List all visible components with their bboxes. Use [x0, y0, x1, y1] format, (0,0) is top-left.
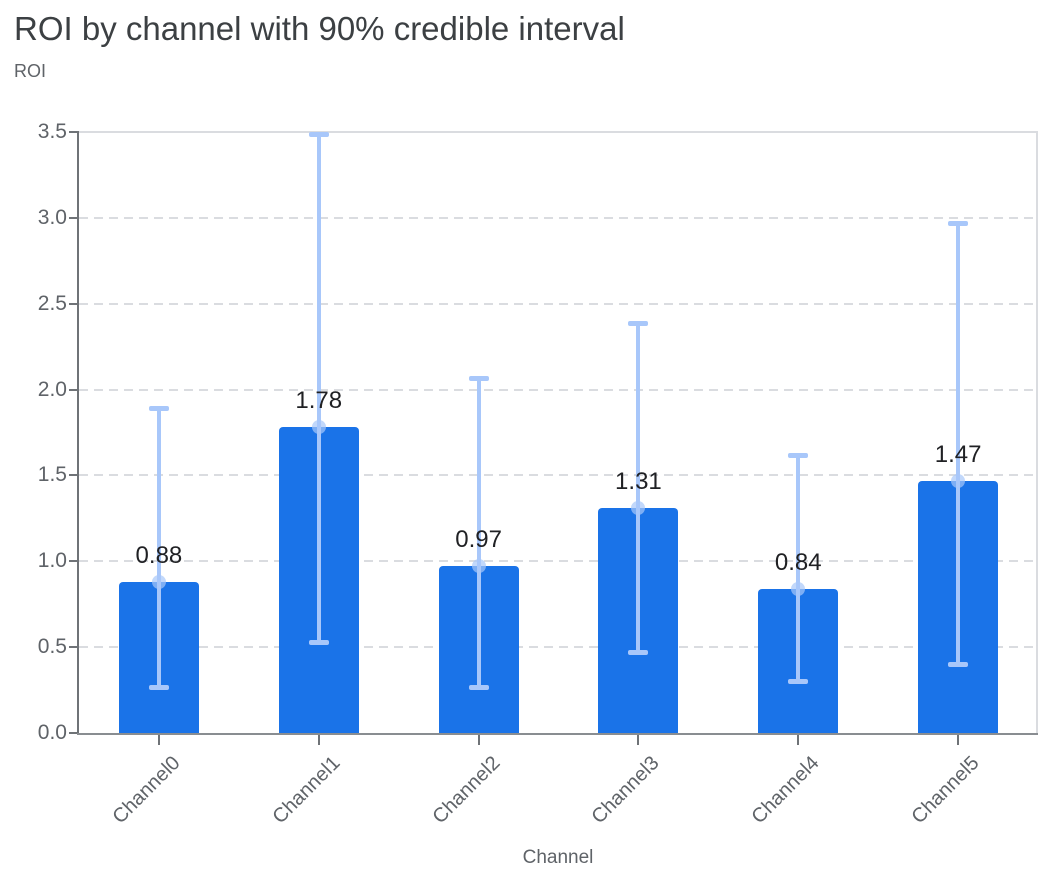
- x-axis-baseline: [77, 733, 1038, 735]
- error-bar-cap-top: [468, 375, 489, 381]
- y-tick-mark: [69, 732, 79, 734]
- x-tick-label: Channel4: [747, 752, 824, 829]
- x-tick-mark: [957, 735, 960, 745]
- y-tick-label: 2.0: [37, 377, 67, 401]
- error-bar-line: [476, 377, 481, 687]
- x-tick-label: Channel5: [907, 752, 984, 829]
- mean-dot: [951, 473, 966, 488]
- y-axis-title: ROI: [14, 61, 47, 81]
- error-bar-cap-bottom: [308, 639, 329, 645]
- x-tick-mark: [317, 735, 320, 745]
- gridline: [79, 560, 1038, 563]
- y-tick-label: 0.0: [37, 721, 67, 744]
- error-bar-line: [636, 322, 641, 653]
- gridline: [79, 216, 1038, 219]
- plot-border-top: [79, 131, 1038, 133]
- x-tick-mark: [797, 735, 800, 745]
- y-tick-label: 0.5: [37, 635, 67, 659]
- gridline: [79, 646, 1038, 649]
- error-bar-cap-bottom: [948, 662, 969, 668]
- x-tick-mark: [157, 735, 160, 745]
- error-bar-cap-bottom: [148, 684, 169, 690]
- error-bar-cap-bottom: [468, 684, 489, 690]
- error-bar-cap-top: [948, 221, 969, 226]
- y-tick-mark: [69, 388, 79, 391]
- plot-border-right: [1036, 131, 1038, 733]
- error-bar-cap-top: [148, 406, 169, 412]
- y-tick-mark: [69, 474, 79, 477]
- value-label: 1.78: [295, 387, 343, 415]
- gridline: [79, 302, 1038, 305]
- y-tick-label: 2.5: [37, 291, 67, 315]
- value-label: 0.97: [455, 526, 502, 554]
- mean-dot: [791, 581, 806, 596]
- y-axis-line: [77, 131, 79, 735]
- y-tick-mark: [69, 302, 79, 305]
- error-bar-line: [316, 133, 321, 642]
- gridline: [79, 474, 1038, 477]
- error-bar-cap-top: [788, 452, 809, 458]
- error-bar-line: [956, 223, 961, 665]
- error-bar-cap-top: [308, 131, 329, 137]
- error-bar-cap-bottom: [788, 679, 809, 685]
- value-label: 0.88: [135, 541, 183, 569]
- value-label: 0.84: [774, 548, 822, 576]
- y-tick-label: 3.5: [37, 120, 67, 143]
- x-axis-title: Channel: [522, 847, 594, 868]
- chart-title: ROI by channel with 90% credible interva…: [14, 10, 625, 47]
- value-label: 1.31: [615, 468, 662, 496]
- y-tick-mark: [69, 646, 79, 649]
- y-tick-mark: [69, 131, 79, 133]
- y-tick-label: 1.5: [37, 463, 67, 487]
- x-tick-label: Channel2: [428, 752, 505, 829]
- x-tick-mark: [637, 735, 640, 745]
- mean-dot: [631, 501, 646, 516]
- x-tick-label: Channel0: [108, 752, 185, 829]
- x-tick-mark: [477, 735, 480, 745]
- y-tick-mark: [69, 560, 79, 563]
- y-tick-mark: [69, 216, 79, 219]
- x-tick-label: Channel3: [587, 752, 664, 829]
- mean-dot: [311, 420, 326, 435]
- y-tick-label: 1.0: [37, 549, 67, 573]
- x-tick-label: Channel1: [268, 752, 345, 829]
- mean-dot: [151, 574, 166, 589]
- error-bar-line: [156, 408, 161, 687]
- error-bar-line: [796, 454, 801, 682]
- error-bar-cap-top: [628, 320, 649, 326]
- gridline: [79, 388, 1038, 391]
- y-tick-label: 3.0: [37, 205, 67, 229]
- mean-dot: [471, 559, 486, 574]
- error-bar-cap-bottom: [628, 650, 649, 656]
- value-label: 1.47: [934, 440, 982, 468]
